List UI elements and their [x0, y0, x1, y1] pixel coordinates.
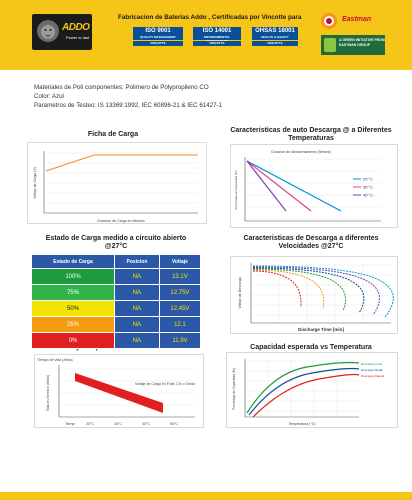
discharge-curve-4	[252, 267, 365, 314]
info-materiales: Materiales de Poli componentes: Polimero…	[34, 84, 209, 91]
capacidad-ylabel: Porcentaje de Capacidad (%)	[232, 368, 236, 410]
descarga-ylabel: Voltaje de Descarga	[238, 277, 242, 308]
autodescarga-xlabel: Duracion de Almacenamiento (Meses)	[271, 150, 330, 154]
title-ficha-carga: Ficha de Carga	[87, 131, 139, 138]
col-posicion: Posicion	[114, 254, 160, 269]
table-header-row: Estado de Carga Posicion Voltaje	[30, 254, 202, 269]
svg-text:25 °C: 25 °C	[363, 177, 373, 182]
charge-curve	[45, 154, 198, 172]
autodescarga-ylabel: Porcentaje de Capacidad (%)	[234, 170, 238, 209]
table-row: 50% NA 12.45V	[30, 300, 202, 317]
capacidad-svg: Porcentaje de Capacidad (%) Temperatura …	[232, 359, 385, 426]
svg-text:35 °C: 35 °C	[363, 185, 373, 190]
green-initiative-badge: A GREEN INITIATIVE FROM EASTMAN GROUP	[321, 35, 385, 55]
ficha-carga-svg: Duracion de Carga en Minutos Voltaje de …	[33, 151, 198, 223]
discharge-curve-5	[252, 266, 381, 316]
discharge-curve-6	[252, 265, 394, 318]
vida-util-svg: Tiempo de Vida (Años) Vida en Servicio (…	[37, 358, 195, 426]
discharge-curve-3	[252, 268, 346, 312]
vida-xlabel: Temp	[65, 421, 76, 426]
col-estado: Estado de Carga	[30, 254, 116, 269]
title-capacidad: Capacidad esperada vs Temperatura	[250, 344, 372, 351]
chart-auto-descarga: Duracion de Almacenamiento (Meses) Porce…	[230, 144, 398, 228]
ficha-xlabel: Duracion de Carga en Minutos	[97, 219, 145, 223]
legend-media: Descarga Media	[361, 368, 383, 372]
title-estado-carga: Estado de Carga medido a circuito abiert…	[45, 235, 187, 250]
header-title: Fabricacion de Baterias Addo , Certifica…	[118, 14, 302, 21]
vincotte-badge: VINÇOTTE	[133, 41, 183, 46]
legend-lenta: Descarga Lenta	[361, 362, 383, 366]
chart-descarga: Voltaje de Descarga Discharge Time [min]	[230, 256, 398, 334]
descarga-xlabel: Discharge Time [min]	[298, 327, 344, 332]
svg-text:45 °C: 45 °C	[363, 193, 373, 198]
title-auto-descarga: Caracteristicas de auto Descarga @ a Dif…	[230, 127, 392, 142]
discharge-curve-2	[252, 269, 325, 310]
addo-logo: ADDO Power to last	[32, 14, 92, 50]
cert-iso14001: ISO 14001 ENVIRONMENTAL MANAGEMENT	[193, 27, 241, 43]
vincotte-badge: VINÇOTTE	[252, 41, 298, 46]
svg-text:20°C: 20°C	[86, 422, 94, 426]
series-25c	[246, 160, 342, 212]
header-banner: ADDO Power to last Fabricacion de Bateri…	[0, 0, 412, 70]
footer-bar	[0, 492, 412, 500]
service-life-band	[75, 373, 163, 413]
vida-legend: Tiempo de Vida (Años)	[37, 358, 73, 362]
curve-rapida	[252, 373, 360, 418]
capacidad-xlabel: Temperatura (°C)	[289, 422, 316, 426]
discharge-curve-1	[252, 270, 302, 308]
autodescarga-legend: 25 °C 35 °C 45 °C	[353, 177, 373, 198]
svg-text:30°C: 30°C	[114, 422, 122, 426]
info-color: Color: Azul	[34, 93, 64, 100]
chart-ficha-carga: Duracion de Carga en Minutos Voltaje de …	[27, 142, 207, 224]
auto-descarga-svg: Duracion de Almacenamiento (Meses) Porce…	[234, 150, 381, 222]
table-row: 75% NA 12.75V	[30, 284, 202, 301]
cert-ohsas18001: OHSAS 18001 HEALTH & SAFETY	[252, 27, 298, 40]
series-35c	[246, 160, 312, 212]
vida-ylabel: Vida en Servicio (Años)	[46, 375, 50, 412]
chart-vida-util: Tiempo de Vida (Años) Vida en Servicio (…	[34, 354, 204, 428]
table-row: 0% NA 11.9V	[30, 332, 202, 349]
legend-rapida: Descarga Rapida	[361, 374, 385, 378]
chart-capacidad: Porcentaje de Capacidad (%) Temperatura …	[226, 352, 398, 428]
brand-tagline: Power to last	[66, 35, 90, 40]
eastman-logo-icon	[321, 13, 337, 29]
series-45c	[246, 160, 287, 212]
lion-icon	[37, 20, 59, 42]
info-parametros: Parametros de Testeo: IS 13369:1992, IEC…	[34, 102, 223, 109]
table-row: 25% NA 12.1	[30, 316, 202, 333]
curve-lenta	[246, 361, 360, 414]
cert-iso9001: ISO 9001 QUALITY MANAGEMENT	[133, 27, 183, 40]
vincotte-badge: VINÇOTTE	[193, 41, 241, 46]
svg-text:40°C: 40°C	[142, 422, 150, 426]
title-descarga: Caracteristicas de Descarga a diferentes…	[243, 235, 379, 250]
curve-media	[248, 367, 360, 416]
col-voltaje: Voltaje	[158, 254, 202, 269]
ficha-ylabel: Voltaje de Carga (V)	[33, 167, 37, 199]
estado-carga-table: Estado de Carga Posicion Voltaje 100% NA…	[30, 254, 202, 349]
brand-name: ADDO	[62, 22, 90, 33]
table-row: 100% NA 13.1V	[30, 268, 202, 285]
svg-text:50°C: 50°C	[170, 422, 178, 426]
descarga-svg: Voltaje de Descarga Discharge Time [min]	[238, 263, 394, 332]
vida-annotation: Voltaje de Carga en Flote 2.3v x Celda	[135, 382, 195, 386]
leaf-icon	[324, 38, 336, 52]
eastman-name: Eastman	[342, 16, 372, 23]
